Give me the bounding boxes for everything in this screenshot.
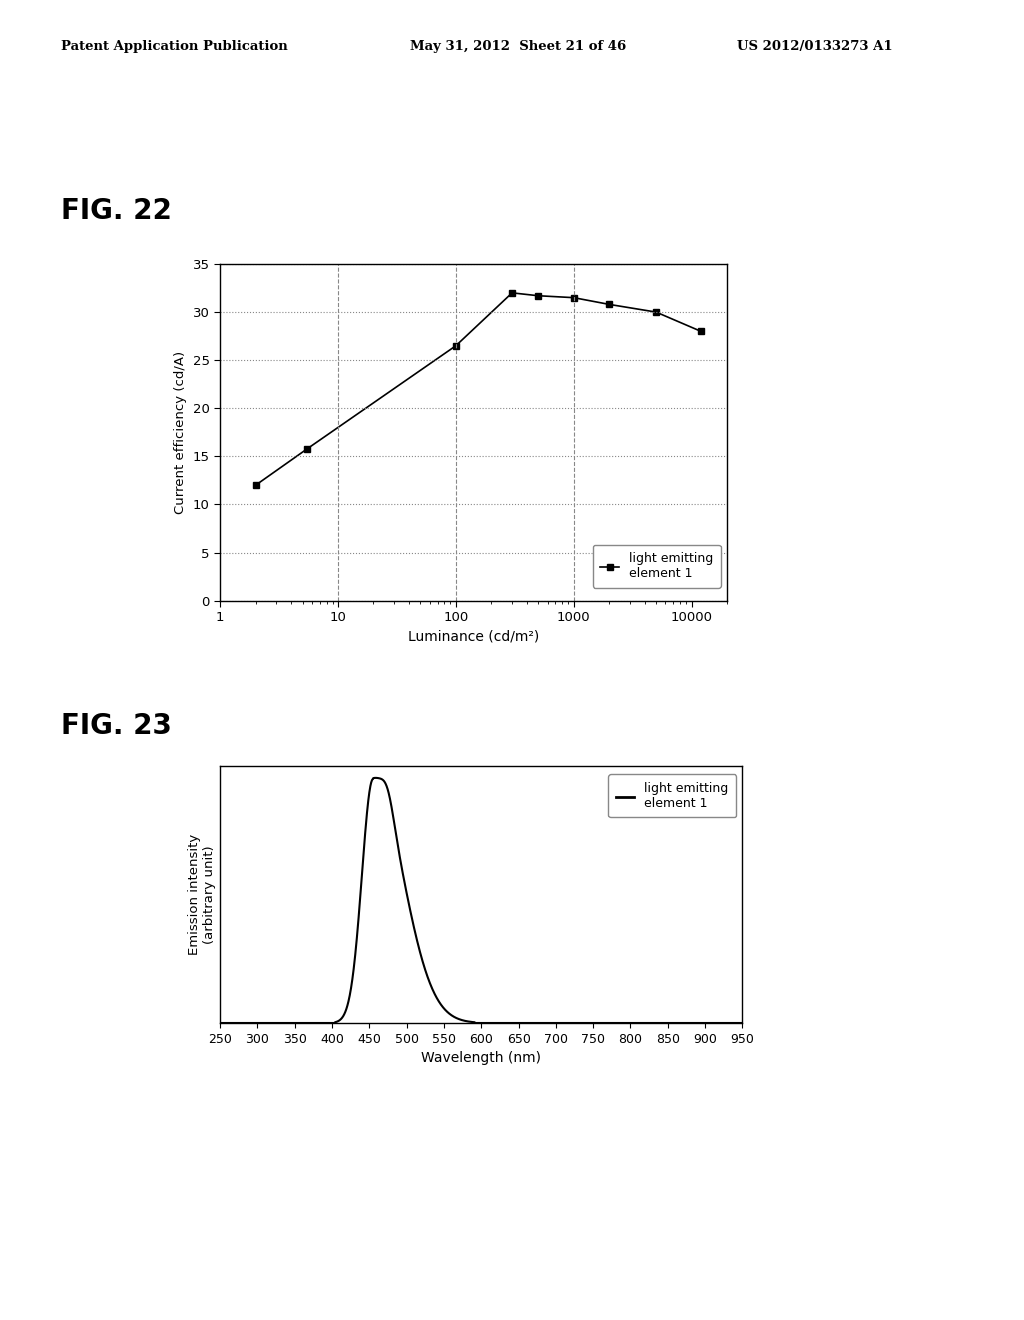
X-axis label: Luminance (cd/m²): Luminance (cd/m²) bbox=[408, 630, 540, 644]
Y-axis label: Current efficiency (cd/A): Current efficiency (cd/A) bbox=[174, 351, 187, 513]
Text: FIG. 22: FIG. 22 bbox=[61, 197, 172, 226]
Text: May 31, 2012  Sheet 21 of 46: May 31, 2012 Sheet 21 of 46 bbox=[410, 40, 626, 53]
Text: FIG. 23: FIG. 23 bbox=[61, 711, 172, 741]
Y-axis label: Emission intensity
(arbitrary unit): Emission intensity (arbitrary unit) bbox=[188, 834, 216, 954]
Legend: light emitting
element 1: light emitting element 1 bbox=[593, 545, 721, 587]
Text: US 2012/0133273 A1: US 2012/0133273 A1 bbox=[737, 40, 893, 53]
X-axis label: Wavelength (nm): Wavelength (nm) bbox=[421, 1051, 542, 1065]
Text: Patent Application Publication: Patent Application Publication bbox=[61, 40, 288, 53]
Legend: light emitting
element 1: light emitting element 1 bbox=[608, 775, 736, 817]
